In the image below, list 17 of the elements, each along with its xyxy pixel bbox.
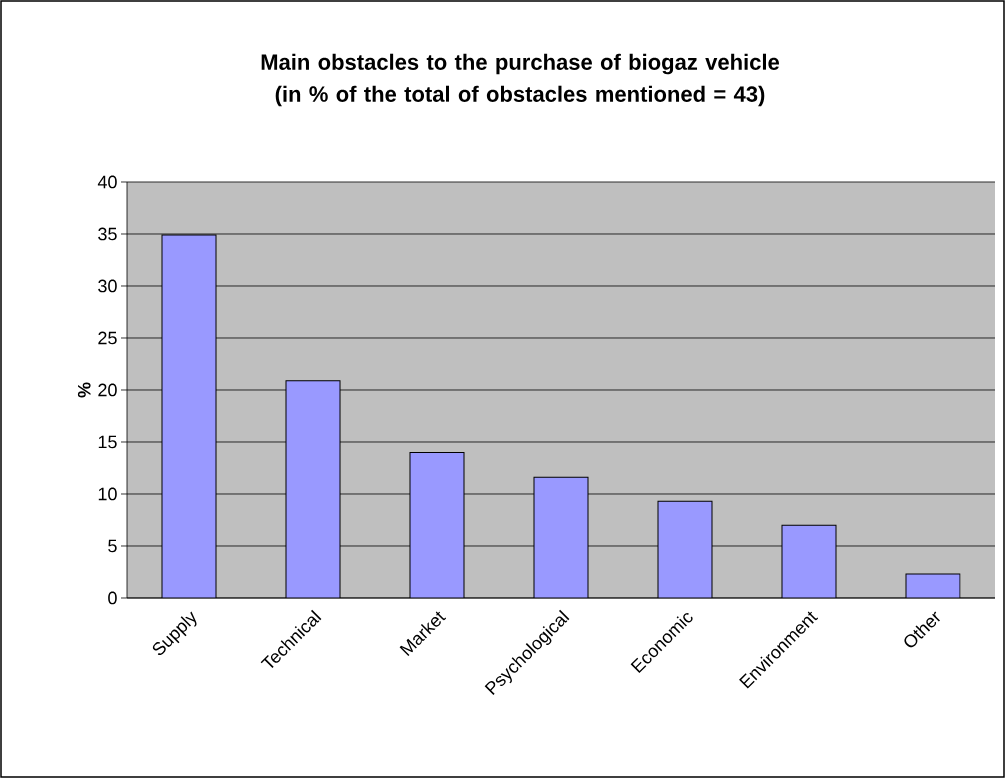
bar: [161, 234, 217, 598]
y-tick-label: 35: [98, 227, 117, 241]
bar: [533, 476, 589, 598]
y-tick-label: 20: [98, 383, 117, 397]
y-axis-title: %: [77, 382, 91, 398]
bar: [409, 451, 465, 598]
y-tick-label: 25: [98, 331, 117, 345]
bar: [285, 380, 341, 598]
y-tick-label: 0: [108, 591, 117, 605]
bar: [781, 524, 837, 598]
y-tick-label: 30: [98, 279, 117, 293]
y-tick-label: 10: [98, 487, 117, 501]
chart-title: Main obstacles to the purchase of biogaz vehicle (in % of the total of obstacles mentioned = 43): [261, 53, 780, 107]
bar: [657, 500, 713, 598]
y-tick-label: 40: [97, 175, 117, 189]
y-tick-label: 5: [108, 539, 117, 553]
y-tick-label: 15: [98, 435, 117, 449]
